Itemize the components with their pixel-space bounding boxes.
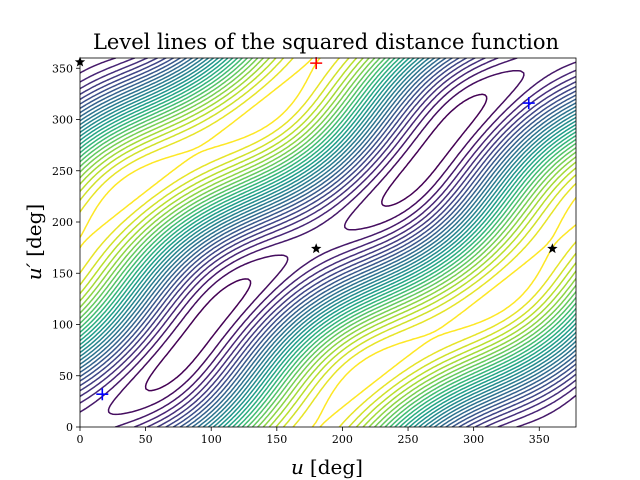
x-tick-label: 350 — [529, 433, 550, 446]
contour-line — [80, 58, 576, 427]
y-axis-ticks: 0 50 100 150 200 250 300 350 — [52, 62, 80, 434]
y-tick-label: 50 — [59, 370, 73, 383]
contour-line — [80, 58, 576, 427]
y-tick-label: 200 — [52, 216, 73, 229]
contour-line — [80, 58, 576, 427]
y-tick-label: 150 — [52, 267, 73, 280]
contour-line — [80, 58, 576, 427]
contour-line — [80, 58, 576, 427]
contour-line — [80, 58, 576, 427]
x-tick-label: 50 — [139, 433, 153, 446]
y-tick-label: 100 — [52, 319, 73, 332]
x-axis-label: u [deg] — [291, 455, 363, 479]
plot-frame — [79, 57, 577, 428]
x-tick-label: 300 — [463, 433, 484, 446]
contour-line — [80, 58, 576, 427]
x-tick-label: 0 — [77, 433, 84, 446]
star-marker — [547, 243, 558, 254]
contour-line — [80, 58, 576, 427]
contour-line — [144, 93, 488, 392]
plus-marker — [310, 57, 323, 70]
x-tick-label: 250 — [398, 433, 419, 446]
star-marker — [311, 243, 322, 254]
y-tick-label: 0 — [66, 421, 73, 434]
plus-marker — [522, 97, 535, 110]
x-tick-label: 150 — [266, 433, 287, 446]
contour-line — [80, 58, 576, 427]
y-axis-label: u′[deg] — [22, 204, 46, 280]
plus-marker — [96, 388, 109, 401]
y-tick-label: 300 — [52, 114, 73, 127]
x-tick-label: 100 — [201, 433, 222, 446]
x-tick-label: 200 — [332, 433, 353, 446]
contour-line — [80, 58, 576, 427]
contour-line — [80, 58, 576, 427]
contour-line — [80, 58, 576, 427]
y-tick-label: 350 — [52, 62, 73, 75]
contour-line — [80, 58, 576, 427]
contour-line — [107, 69, 525, 416]
contour-line — [80, 58, 576, 427]
x-axis-ticks: 0 50 100 150 200 250 300 350 — [77, 427, 550, 446]
chart-title: Level lines of the squared distance func… — [93, 30, 559, 54]
contour-line — [80, 58, 576, 427]
y-tick-label: 250 — [52, 165, 73, 178]
contour-lines — [80, 58, 576, 427]
